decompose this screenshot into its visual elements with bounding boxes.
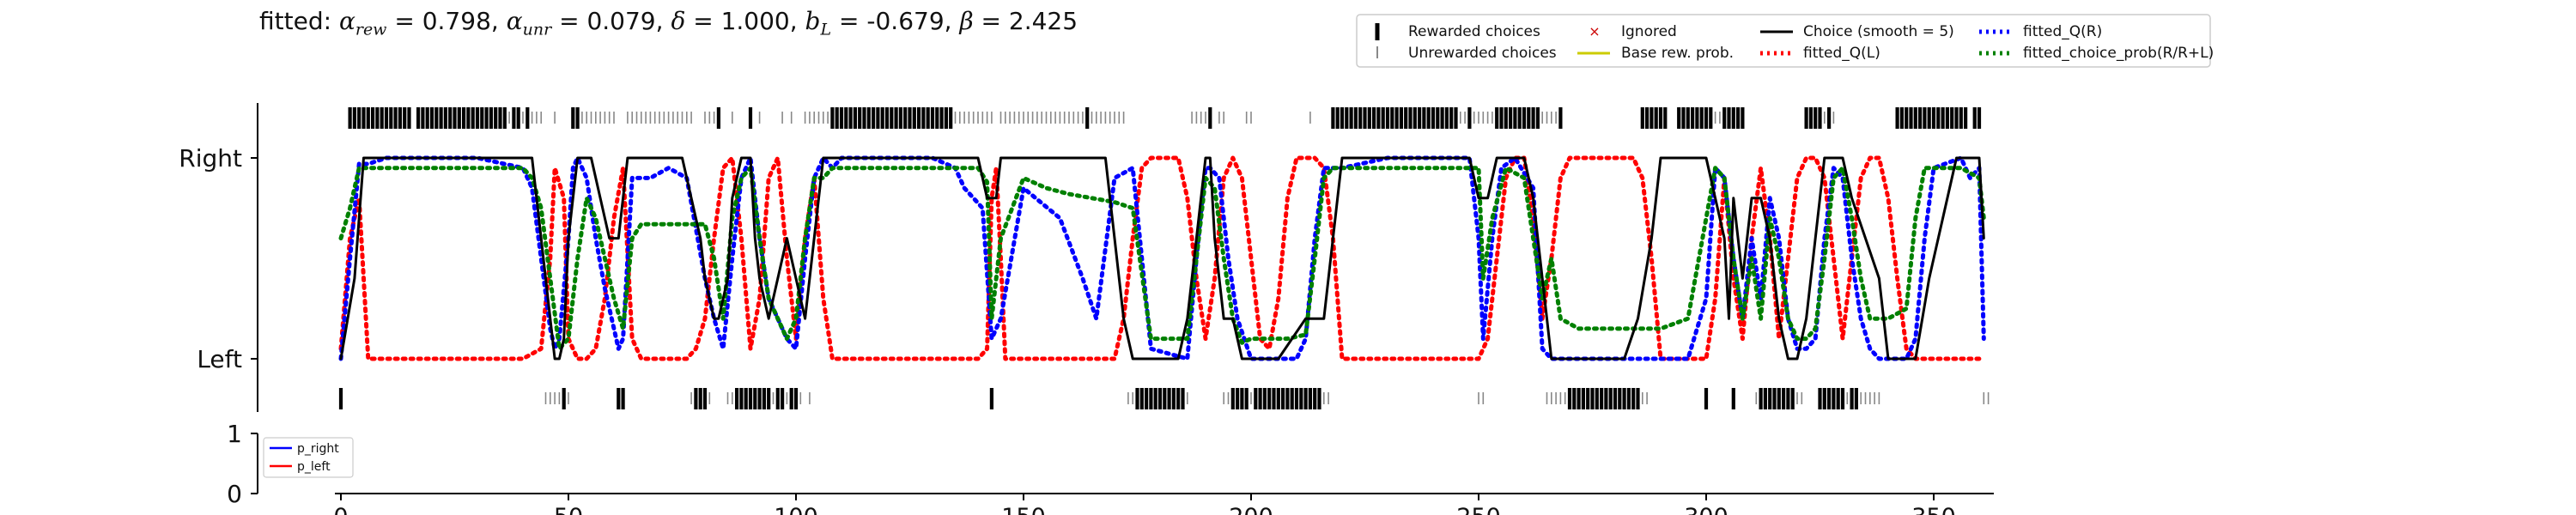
xtick-label: 50 bbox=[554, 504, 583, 515]
ytick-right-label: Right bbox=[179, 144, 242, 173]
xtick-label: 100 bbox=[774, 504, 818, 515]
bottom-ytick-0-label: 0 bbox=[227, 480, 242, 508]
x-ticks: 0 50 100 150 200 250 300 350 bbox=[333, 494, 1956, 515]
xtick-label: 150 bbox=[1001, 504, 1046, 515]
main-axes: Right Left bbox=[179, 103, 258, 412]
title-alpha-unr-label: unr bbox=[522, 20, 552, 39]
title-beta-value: 2.425 bbox=[1008, 7, 1078, 35]
legend-choiceprob-label: fitted_choice_prob(R/R+L) bbox=[2023, 45, 2214, 62]
title-alpha-rew-value: 0.798 bbox=[422, 7, 491, 35]
xtick-label: 250 bbox=[1456, 504, 1501, 515]
title-delta-value: 1.000 bbox=[720, 7, 790, 35]
series-q-right-line bbox=[338, 155, 1986, 361]
legend-choice-label: Choice (smooth = 5) bbox=[1803, 23, 1954, 40]
legend-base-prob-label: Base rew. prob. bbox=[1621, 45, 1734, 62]
main-legend-frame bbox=[1356, 14, 2211, 68]
legend-qright-label: fitted_Q(R) bbox=[2023, 23, 2102, 40]
xtick-label: 300 bbox=[1684, 504, 1728, 515]
bottom-ytick-1-label: 1 bbox=[227, 420, 242, 448]
choice-ticks bbox=[338, 107, 1990, 409]
legend-unrewarded-label: Unrewarded choices bbox=[1408, 45, 1557, 62]
xtick-label: 0 bbox=[333, 504, 348, 515]
main-legend: Rewarded choices Unrewarded choices × Ig… bbox=[1356, 14, 2214, 68]
legend-rewarded-label: Rewarded choices bbox=[1408, 23, 1540, 40]
series-choice-line bbox=[339, 156, 1985, 360]
title-alpha-rew-label: rew bbox=[355, 20, 387, 39]
ytick-left-label: Left bbox=[197, 345, 242, 373]
legend-qleft-label: fitted_Q(L) bbox=[1803, 45, 1880, 62]
chart-title: fitted: αrew = 0.798, αunr = 0.079, δ = … bbox=[259, 7, 1078, 39]
legend-p-right-label: p_right bbox=[297, 442, 339, 456]
bottom-axes: 1 0 0 50 100 150 200 250 300 350 p_right p_left bbox=[227, 420, 1994, 515]
xtick-label: 200 bbox=[1229, 504, 1273, 515]
title-bl-value: -0.679 bbox=[866, 7, 945, 35]
legend-p-left-label: p_left bbox=[297, 460, 331, 474]
legend-ignored-label: Ignored bbox=[1621, 23, 1677, 40]
title-alpha-unr-value: 0.079 bbox=[586, 7, 656, 35]
xtick-label: 350 bbox=[1911, 504, 1956, 515]
legend-ignored-marker: × bbox=[1589, 23, 1600, 39]
series-choice-prob-line bbox=[338, 166, 1986, 351]
series-lines bbox=[338, 155, 1986, 361]
title-prefix: fitted: bbox=[259, 7, 339, 35]
